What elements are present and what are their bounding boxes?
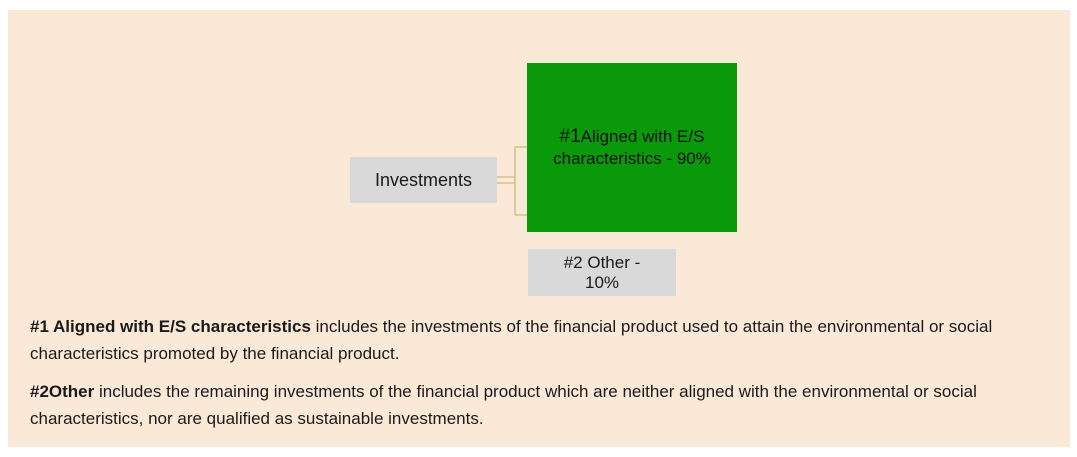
node-label: Investments (374, 169, 473, 190)
aligned-node: #1Aligned with E/S characteristics - 90% (527, 63, 737, 232)
note: #2Other includes the remaining investmen… (30, 378, 1050, 432)
note: #1 Aligned with E/S characteristics incl… (30, 313, 1050, 367)
note-text: includes the remaining investments of th… (30, 382, 977, 428)
note-bold: #2Other (30, 382, 95, 401)
note-text: includes the investments of the financia… (30, 317, 993, 363)
node-label: Aligned with E/S characteristics - 90% (553, 126, 711, 168)
node-prefix: #1 (559, 125, 581, 147)
connectors (497, 146, 527, 216)
note-bold: #1 Aligned with E/S characteristics (30, 317, 311, 336)
investments-node: Investments (350, 157, 497, 203)
node-label: #2 Other - 10% (563, 252, 641, 292)
panel: Investments #1Aligned with E/S character… (8, 10, 1070, 447)
other-node: #2 Other - 10% (528, 249, 676, 296)
